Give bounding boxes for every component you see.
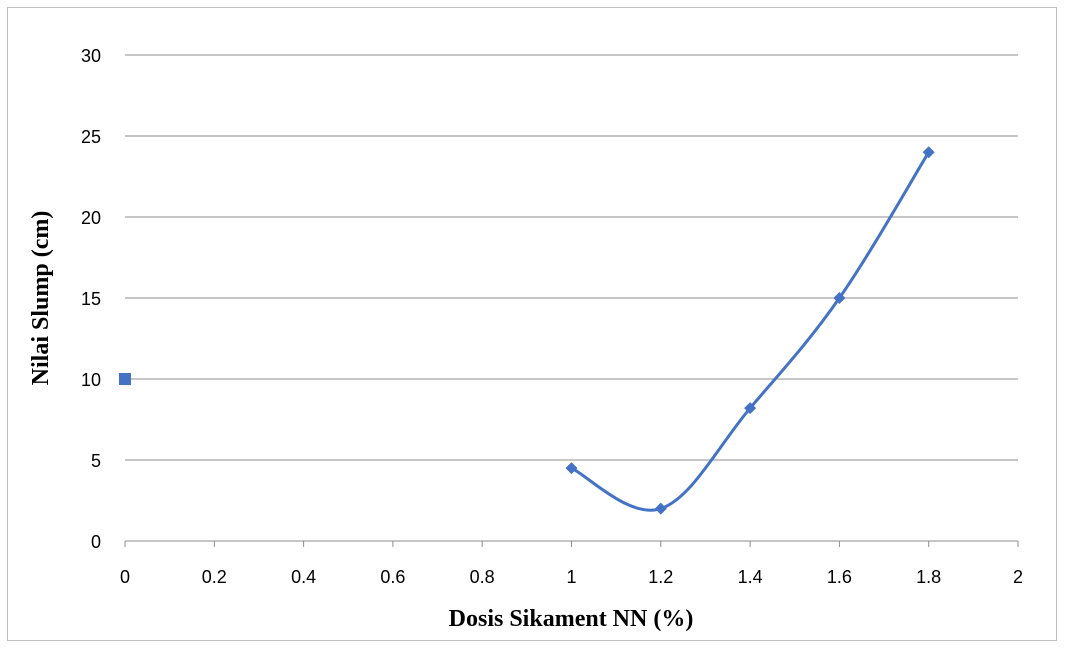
x-tick-label: 0 <box>120 567 130 587</box>
x-tick-label: 1.2 <box>648 567 673 587</box>
x-tick-label: 1.8 <box>916 567 941 587</box>
y-tick-label: 30 <box>81 46 101 66</box>
series-line <box>570 150 931 512</box>
data-point-diamond <box>922 146 935 159</box>
x-tick-label: 0.6 <box>380 567 405 587</box>
y-tick-label: 10 <box>81 370 101 390</box>
chart-frame <box>7 7 1057 641</box>
x-tick-label: 0.8 <box>470 567 495 587</box>
data-series <box>119 146 935 515</box>
y-tick-labels: 0 5 10 15 20 25 30 <box>81 46 101 552</box>
y-axis-title: Nilai Slump (cm) <box>28 211 54 386</box>
x-tick-label: 0.2 <box>202 567 227 587</box>
y-tick-label: 0 <box>91 532 101 552</box>
x-tick-labels: 0 0.2 0.4 0.6 0.8 1 1.2 1.4 1.6 1.8 2 <box>120 567 1023 587</box>
x-tick-label: 1 <box>566 567 576 587</box>
data-point-square <box>119 373 131 385</box>
x-tick-label: 2 <box>1013 567 1023 587</box>
data-point-diamond <box>744 402 757 415</box>
x-tick-label: 0.4 <box>291 567 316 587</box>
gridlines <box>124 54 1019 547</box>
y-tick-label: 20 <box>81 208 101 228</box>
y-tick-label: 25 <box>81 127 101 147</box>
data-point-diamond <box>565 462 578 475</box>
y-tick-label: 15 <box>81 289 101 309</box>
x-tick-label: 1.6 <box>827 567 852 587</box>
data-point-diamond <box>833 292 846 304</box>
y-tick-label: 5 <box>91 451 101 471</box>
data-point-diamond <box>654 502 667 515</box>
x-axis-title: Dosis Sikament NN (%) <box>449 606 694 632</box>
x-tick-label: 1.4 <box>738 567 763 587</box>
